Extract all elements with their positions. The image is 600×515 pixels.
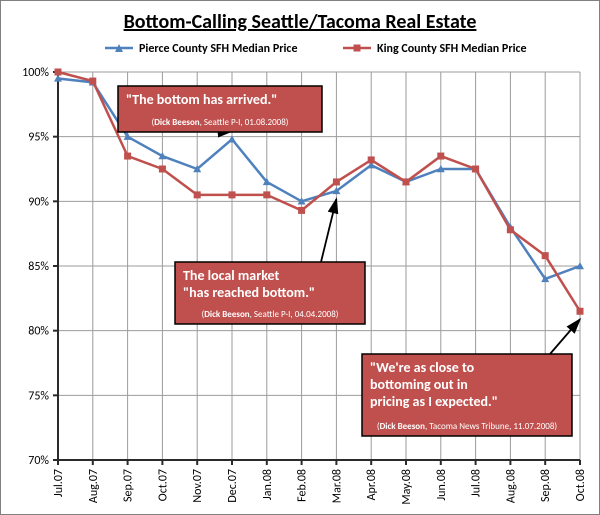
legend-label-1: King County SFH Median Price bbox=[377, 42, 527, 56]
ytick-label: 70% bbox=[28, 454, 49, 468]
callout-cite: (Dick Beeson, Seattle P-I, 01.08.2008) bbox=[152, 117, 289, 128]
series-marker bbox=[368, 156, 375, 163]
ytick-label: 95% bbox=[28, 131, 49, 145]
xtick-label: Oct.07 bbox=[156, 469, 170, 501]
xtick-label: Aug.07 bbox=[87, 469, 101, 503]
xtick-label: Jun.08 bbox=[435, 469, 449, 501]
series-marker bbox=[437, 153, 444, 160]
callout-cite: (Dick Beeson, Seattle P-I, 04.04.2008) bbox=[202, 309, 339, 320]
callout-text: pricing as I expected." bbox=[370, 393, 498, 410]
ytick-label: 85% bbox=[28, 260, 49, 274]
ytick-label: 75% bbox=[28, 389, 49, 403]
series-marker bbox=[577, 308, 584, 315]
callout-text: The local market bbox=[183, 267, 279, 284]
legend-label-0: Pierce County SFH Median Price bbox=[139, 42, 298, 56]
ytick-label: 80% bbox=[28, 325, 49, 339]
series-marker bbox=[194, 191, 201, 198]
series-marker bbox=[542, 252, 549, 259]
xtick-label: May.08 bbox=[400, 469, 414, 505]
ytick-label: 100% bbox=[22, 66, 49, 80]
xtick-label: Aug.08 bbox=[504, 469, 518, 503]
callout-text: "We're as close to bbox=[370, 359, 475, 376]
series-marker bbox=[229, 191, 236, 198]
xtick-label: Mar.08 bbox=[330, 469, 344, 503]
xtick-label: Dec.07 bbox=[226, 469, 240, 503]
xtick-label: Sep.07 bbox=[122, 469, 136, 502]
xtick-label: Oct.08 bbox=[574, 469, 588, 501]
series-marker bbox=[333, 178, 340, 185]
chart-title: Bottom-Calling Seattle/Tacoma Real Estat… bbox=[124, 10, 477, 34]
callout-cite: (Dick Beeson, Tacoma News Tribune, 11.07… bbox=[377, 421, 558, 432]
callout-text: "The bottom has arrived." bbox=[126, 91, 277, 108]
xtick-label: Jan.08 bbox=[261, 469, 275, 500]
series-marker bbox=[124, 153, 131, 160]
xtick-label: Nov.07 bbox=[191, 469, 205, 503]
series-marker bbox=[55, 69, 62, 76]
series-marker bbox=[159, 166, 166, 173]
xtick-label: Jul.08 bbox=[470, 469, 484, 497]
xtick-label: Feb.08 bbox=[296, 469, 310, 502]
series-marker bbox=[472, 166, 479, 173]
series-marker bbox=[89, 78, 96, 85]
callout-text: bottoming out in bbox=[370, 376, 468, 393]
series-marker bbox=[298, 207, 305, 214]
xtick-label: Sep.08 bbox=[539, 469, 553, 502]
ytick-label: 90% bbox=[28, 195, 49, 209]
series-marker bbox=[507, 226, 514, 233]
series-marker bbox=[403, 178, 410, 185]
xtick-label: Jul.07 bbox=[52, 469, 66, 497]
series-marker bbox=[263, 191, 270, 198]
xtick-label: Apr.08 bbox=[365, 469, 379, 500]
callout-text: "has reached bottom." bbox=[183, 284, 315, 301]
